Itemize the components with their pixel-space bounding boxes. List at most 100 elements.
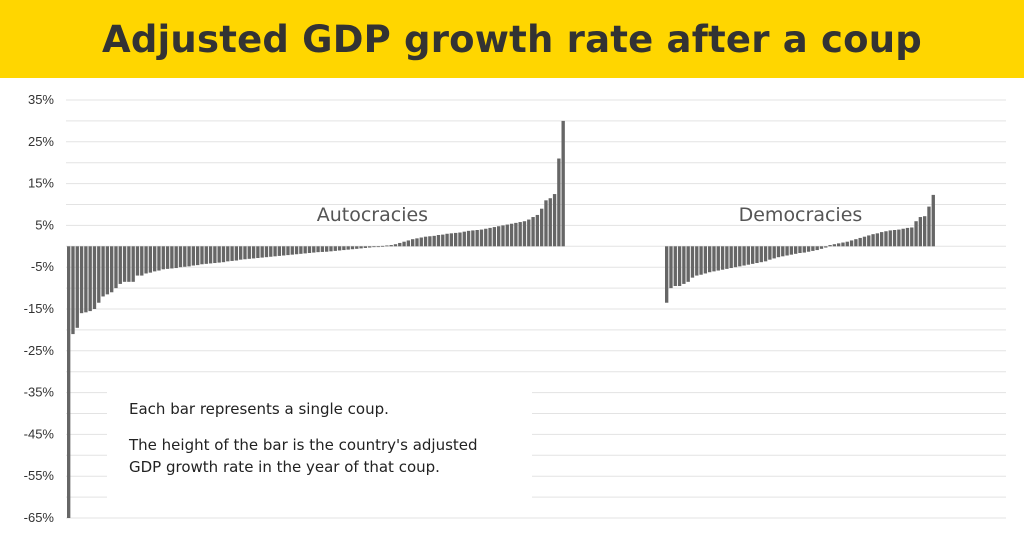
bar bbox=[359, 246, 363, 249]
bar bbox=[213, 246, 217, 264]
bar bbox=[346, 246, 350, 250]
bar bbox=[768, 246, 772, 260]
bar bbox=[837, 243, 841, 247]
bar bbox=[75, 246, 79, 328]
bar bbox=[535, 214, 540, 247]
annotation-box: Each bar represents a single coup. The h… bbox=[107, 382, 532, 500]
y-tick-label: -65% bbox=[24, 510, 55, 525]
bar bbox=[385, 245, 389, 247]
bar bbox=[402, 241, 406, 247]
bar bbox=[755, 246, 759, 264]
bar bbox=[101, 246, 105, 297]
y-tick-label: 15% bbox=[28, 176, 54, 191]
bar bbox=[806, 246, 811, 252]
bar bbox=[170, 246, 174, 269]
bar bbox=[888, 230, 892, 247]
bar bbox=[905, 227, 910, 247]
bar bbox=[380, 245, 385, 247]
bar bbox=[854, 239, 858, 247]
bar bbox=[867, 235, 871, 247]
bar bbox=[299, 246, 303, 254]
bar bbox=[398, 242, 402, 247]
bar bbox=[389, 245, 393, 247]
y-tick-label: -35% bbox=[24, 385, 55, 400]
bar bbox=[273, 246, 277, 257]
bar bbox=[733, 246, 738, 268]
bar bbox=[841, 242, 845, 247]
bar bbox=[226, 246, 230, 262]
y-tick-label: -25% bbox=[24, 343, 55, 358]
bar bbox=[751, 246, 755, 264]
bar bbox=[466, 230, 471, 247]
bar bbox=[703, 246, 708, 274]
bar bbox=[772, 246, 776, 259]
bar bbox=[294, 246, 299, 255]
bar bbox=[208, 246, 213, 264]
bar bbox=[458, 232, 462, 247]
bar bbox=[914, 221, 918, 247]
bar bbox=[884, 231, 888, 247]
bar bbox=[862, 236, 867, 247]
bar bbox=[432, 235, 436, 247]
bar bbox=[880, 232, 884, 247]
bar bbox=[144, 246, 148, 274]
bar bbox=[320, 246, 325, 252]
bar bbox=[114, 246, 118, 289]
bar bbox=[720, 246, 725, 270]
bar bbox=[858, 237, 862, 247]
bar bbox=[148, 246, 153, 273]
bar bbox=[475, 230, 479, 247]
bar bbox=[673, 246, 677, 287]
y-tick-label: -45% bbox=[24, 426, 55, 441]
title-banner: Adjusted GDP growth rate after a coup bbox=[0, 0, 1024, 78]
bar bbox=[454, 232, 458, 247]
bar bbox=[423, 236, 428, 247]
bar bbox=[441, 234, 445, 247]
bar bbox=[363, 246, 368, 248]
bar bbox=[449, 233, 454, 247]
bar bbox=[329, 246, 333, 252]
bar bbox=[312, 246, 316, 253]
bar bbox=[875, 233, 880, 247]
bar bbox=[686, 246, 690, 282]
bar bbox=[140, 246, 144, 276]
bar bbox=[665, 246, 669, 303]
bar bbox=[415, 238, 419, 247]
annotation-line-2: The height of the bar is the country's a… bbox=[129, 436, 478, 476]
bar bbox=[178, 246, 183, 268]
bar bbox=[695, 246, 699, 276]
bar bbox=[161, 246, 165, 270]
bar bbox=[729, 246, 733, 269]
bar bbox=[264, 246, 269, 258]
bar bbox=[333, 246, 337, 251]
bar bbox=[712, 246, 716, 272]
bar bbox=[196, 246, 200, 266]
bar bbox=[165, 246, 170, 269]
bar bbox=[187, 246, 191, 267]
bar bbox=[518, 222, 522, 247]
bar bbox=[501, 225, 505, 247]
bar bbox=[763, 246, 768, 262]
bar bbox=[445, 233, 449, 247]
bar bbox=[918, 217, 923, 247]
bar bbox=[892, 230, 897, 247]
bar bbox=[286, 246, 290, 256]
bar bbox=[260, 246, 264, 258]
bar bbox=[897, 229, 901, 247]
bar bbox=[910, 227, 914, 247]
bar bbox=[200, 246, 204, 265]
bar bbox=[230, 246, 234, 261]
bar bbox=[677, 246, 682, 287]
bar bbox=[350, 246, 355, 250]
y-tick-label: -5% bbox=[31, 259, 55, 274]
bar bbox=[303, 246, 307, 254]
bar bbox=[527, 219, 531, 247]
bar bbox=[256, 246, 260, 258]
bar bbox=[84, 246, 88, 313]
bar bbox=[282, 246, 286, 256]
bar bbox=[337, 246, 342, 251]
bar bbox=[669, 246, 673, 289]
bar bbox=[376, 246, 380, 248]
bar bbox=[428, 236, 432, 247]
bar bbox=[832, 244, 837, 247]
